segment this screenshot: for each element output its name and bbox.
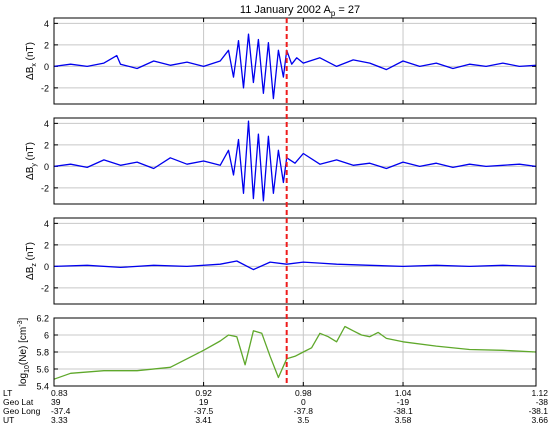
y-label-post: (nT)	[25, 242, 36, 263]
y-tick-label: 0	[44, 262, 49, 272]
xtable-value: 19	[199, 397, 209, 407]
y-tick-label: 5.4	[36, 382, 49, 392]
y-tick-label: 4	[44, 119, 49, 129]
y-label-sub: x	[31, 63, 38, 67]
xtable-row-label: Geo Long	[3, 406, 41, 416]
xtable-value: -19	[397, 397, 410, 407]
panel-bx: -2 0 2 4 ΔBx (nT)	[25, 17, 537, 105]
y-tick-label: 2	[44, 240, 49, 250]
title-index: A	[324, 4, 332, 16]
y-axis-label: log10(Ne) [cm-3]	[17, 318, 31, 387]
series-line-by	[53, 120, 537, 202]
xtable-value: -37.8	[294, 406, 314, 416]
y-tick-label: 5.8	[36, 348, 49, 358]
y-tick-label: 6.2	[36, 314, 49, 324]
xtable-value: -37.4	[51, 406, 71, 416]
y-label-sub: y	[31, 163, 38, 167]
y-label-sub: z	[31, 263, 38, 267]
y-label-post: (nT)	[25, 42, 36, 63]
axes-box	[53, 17, 537, 105]
y-tick-label: 0	[44, 162, 49, 172]
series-line-bx	[53, 33, 537, 100]
y-axis-label: ΔBz (nT)	[25, 242, 38, 280]
xtable-value: 0.83	[51, 388, 68, 398]
y-tick-label: -2	[41, 283, 49, 293]
xtable-value: 3.58	[395, 415, 412, 425]
axes-box	[53, 317, 537, 387]
title-date: 11 January 2002	[240, 4, 321, 16]
y-axis-label: ΔBy (nT)	[25, 142, 38, 180]
title-index-sub: p	[331, 9, 336, 18]
title-rest: = 27	[335, 4, 360, 16]
xtable-row-label: Geo Lat	[3, 397, 34, 407]
xtable-value: -37.5	[194, 406, 214, 416]
y-label-post: ]	[18, 318, 29, 321]
panel-ne: 5.4 5.6 5.8 6 6.2 log10(Ne) [cm-3]	[17, 314, 537, 392]
series-line-ne	[53, 325, 537, 380]
y-label-main: ΔB	[25, 266, 36, 280]
y-label-post: (nT)	[25, 142, 36, 163]
y-tick-label: -2	[41, 183, 49, 193]
xtable-value: 3.66	[531, 415, 548, 425]
axes-box	[53, 117, 537, 205]
series-line-bz	[53, 260, 537, 271]
xtable-value: 0.92	[195, 388, 212, 398]
y-label-sup: -3	[17, 320, 24, 326]
y-axis-label: ΔBx (nT)	[25, 42, 38, 80]
panel-bz: -2 0 2 4 ΔBz (nT)	[25, 217, 537, 305]
y-tick-label: 2	[44, 40, 49, 50]
xtable-value: 3.5	[297, 415, 309, 425]
panel-by: -2 0 2 4 ΔBy (nT)	[25, 117, 537, 205]
y-label-main: log	[18, 373, 29, 386]
y-tick-label: 0	[44, 62, 49, 72]
y-label-main: ΔB	[25, 66, 36, 80]
xtable-value: -38	[536, 397, 549, 407]
xtable-value: -38.1	[393, 406, 413, 416]
y-tick-label: 6	[44, 331, 49, 341]
xtable-value: 3.41	[195, 415, 212, 425]
y-label-main: ΔB	[25, 166, 36, 180]
y-tick-label: 5.6	[36, 365, 49, 375]
chart-title: 11 January 2002 Ap = 27	[240, 4, 360, 18]
xtable-row-label: UT	[3, 415, 14, 425]
xtable-value: 1.12	[531, 388, 548, 398]
xtable-value: 3.33	[51, 415, 68, 425]
y-tick-label: 2	[44, 140, 49, 150]
xtable-value: 1.04	[395, 388, 412, 398]
y-tick-label: -2	[41, 83, 49, 93]
axes-box	[53, 217, 537, 305]
xtable-value: 0.98	[295, 388, 312, 398]
xtable-row-label: LT	[3, 388, 12, 398]
xtable-value: 39	[51, 397, 61, 407]
y-tick-label: 4	[44, 219, 49, 229]
y-label-mid: (Ne) [cm	[18, 327, 29, 365]
xtable-value: 0	[301, 397, 306, 407]
y-tick-label: 4	[44, 19, 49, 29]
xtable-value: -38.1	[529, 406, 549, 416]
y-label-sub: 10	[24, 365, 31, 373]
